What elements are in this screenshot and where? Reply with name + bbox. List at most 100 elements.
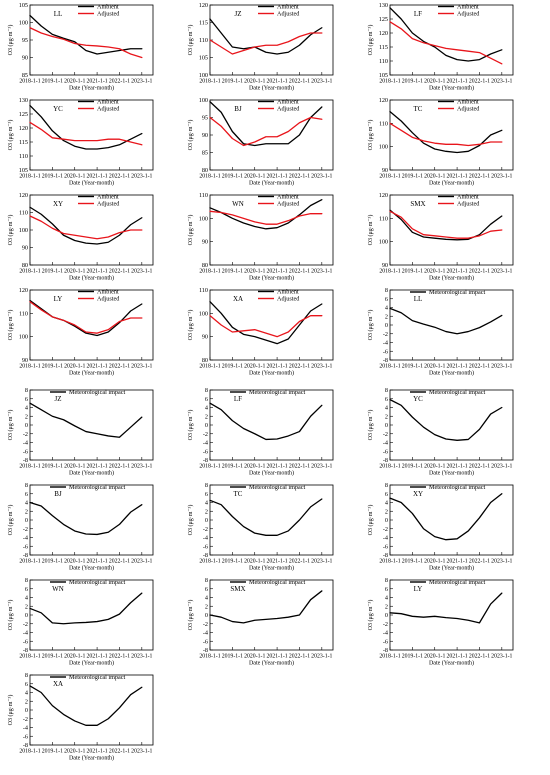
- x-axis-title: Date (Year-month): [249, 565, 294, 572]
- y-tick-label: 4: [385, 305, 388, 312]
- series-line-meteorological-impact: [209, 402, 323, 441]
- legend-label: Ambient: [97, 4, 119, 11]
- y-axis-title: O3 (μg·m⁻³): [187, 410, 194, 441]
- y-tick-label: -8: [383, 552, 388, 559]
- y-tick-label: 110: [379, 120, 388, 127]
- y-tick-label: 105: [19, 2, 28, 9]
- plot-frame: [209, 389, 334, 461]
- legend-label: Adjusted: [277, 296, 300, 303]
- y-axis-title: O3 (μg·m⁻³): [367, 410, 374, 441]
- x-tick-label: 2020-1-1: [244, 269, 265, 275]
- x-tick-label: 2023-1-1: [311, 79, 332, 85]
- y-tick-label: 2: [25, 413, 28, 420]
- legend-label: Ambient: [277, 4, 299, 11]
- plot-frame: [29, 579, 154, 651]
- series-line-meteorological-impact: [29, 592, 143, 625]
- x-tick-label: 2021-1-1: [86, 79, 107, 85]
- x-axis-title: Date (Year-month): [69, 275, 114, 282]
- legend-label: Meteorological impact: [429, 289, 485, 296]
- x-tick-label: 2022-1-1: [289, 464, 310, 470]
- x-tick-label: 2020-1-1: [64, 174, 85, 180]
- y-tick-label: 2: [25, 603, 28, 610]
- x-tick-label: 2021-1-1: [86, 364, 107, 370]
- series-line-meteorological-impact: [29, 685, 143, 726]
- y-tick-label: 4: [25, 405, 28, 412]
- y-tick-label: 90: [382, 167, 388, 174]
- panel-ly-ambient-adjusted: 90 100 110 120 2018-1-1 2019-1-1 2020-1-1 2021-…: [7, 287, 154, 377]
- y-tick-label: 8: [385, 482, 388, 489]
- x-tick-label: 2021-1-1: [446, 654, 467, 660]
- legend-label: Ambient: [97, 194, 119, 201]
- y-tick-label: -2: [383, 621, 388, 628]
- x-axis-title: Date (Year-month): [69, 85, 114, 92]
- x-axis-title: Date (Year-month): [429, 565, 474, 572]
- x-tick-label: 2018-1-1: [199, 364, 220, 370]
- y-tick-label: 95: [22, 37, 28, 44]
- y-tick-label: 80: [202, 262, 208, 269]
- x-tick-label: 2020-1-1: [424, 364, 445, 370]
- x-tick-label: 2018-1-1: [19, 464, 40, 470]
- legend-label: Ambient: [277, 289, 299, 296]
- y-tick-label: 2: [25, 508, 28, 515]
- y-tick-label: 105: [199, 55, 208, 62]
- legend-label: Adjusted: [457, 11, 480, 18]
- y-tick-label: -6: [383, 638, 388, 645]
- panel-lf-ambient-adjusted: 105 110 115 120 125 130 2018-1-1 2019-1-1 2020-1…: [367, 2, 514, 92]
- y-tick-label: 2: [385, 313, 388, 320]
- legend-label: Meteorological impact: [429, 484, 485, 491]
- x-tick-label: 2018-1-1: [379, 464, 400, 470]
- y-tick-label: 100: [199, 215, 208, 222]
- y-tick-label: 4: [385, 405, 388, 412]
- x-tick-label: 2020-1-1: [424, 269, 445, 275]
- y-tick-label: 0: [385, 422, 388, 429]
- series-line-adjusted: [29, 215, 143, 240]
- y-tick-label: 100: [199, 97, 208, 104]
- y-tick-label: 100: [379, 144, 388, 151]
- y-tick-label: 85: [202, 150, 208, 157]
- city-label: SMX: [230, 585, 245, 593]
- series-line-ambient: [29, 299, 143, 337]
- y-tick-label: 0: [385, 517, 388, 524]
- x-tick-label: 2019-1-1: [402, 654, 423, 660]
- x-tick-label: 2023-1-1: [311, 559, 332, 565]
- y-tick-label: 120: [19, 287, 28, 294]
- x-axis-title: Date (Year-month): [249, 470, 294, 477]
- city-label: WN: [52, 585, 64, 593]
- y-tick-label: 0: [25, 422, 28, 429]
- y-tick-label: 110: [19, 310, 28, 317]
- y-tick-label: 115: [379, 44, 388, 51]
- x-tick-label: 2022-1-1: [289, 559, 310, 565]
- x-tick-label: 2019-1-1: [222, 654, 243, 660]
- y-tick-label: 6: [205, 586, 208, 593]
- x-tick-label: 2021-1-1: [266, 174, 287, 180]
- y-tick-label: 90: [22, 55, 28, 62]
- y-tick-label: -4: [203, 535, 208, 542]
- plot-frame: [29, 389, 154, 461]
- x-tick-label: 2018-1-1: [379, 79, 400, 85]
- y-tick-label: 8: [205, 387, 208, 394]
- y-tick-label: -6: [383, 543, 388, 550]
- y-tick-label: 120: [19, 192, 28, 199]
- x-tick-label: 2020-1-1: [424, 559, 445, 565]
- x-tick-label: 2023-1-1: [311, 464, 332, 470]
- y-tick-label: 4: [25, 500, 28, 507]
- x-tick-label: 2019-1-1: [222, 174, 243, 180]
- y-tick-label: 110: [19, 153, 28, 160]
- x-axis-title: Date (Year-month): [69, 180, 114, 187]
- x-tick-label: 2019-1-1: [42, 654, 63, 660]
- x-tick-label: 2020-1-1: [244, 464, 265, 470]
- city-label: WN: [232, 200, 244, 208]
- series-line-adjusted: [209, 315, 323, 338]
- city-label: LL: [54, 10, 63, 18]
- y-tick-label: 80: [202, 357, 208, 364]
- panel-smx-ambient-adjusted: 90 100 110 120 2018-1-1 2019-1-1 2020-1-1 2021-…: [367, 192, 514, 282]
- y-tick-label: 90: [202, 132, 208, 139]
- y-tick-label: 8: [385, 577, 388, 584]
- series-line-meteorological-impact: [389, 307, 503, 335]
- y-axis-title: O3 (μg·m⁻³): [187, 505, 194, 536]
- x-tick-label: 2019-1-1: [42, 464, 63, 470]
- series-line-adjusted: [209, 116, 323, 147]
